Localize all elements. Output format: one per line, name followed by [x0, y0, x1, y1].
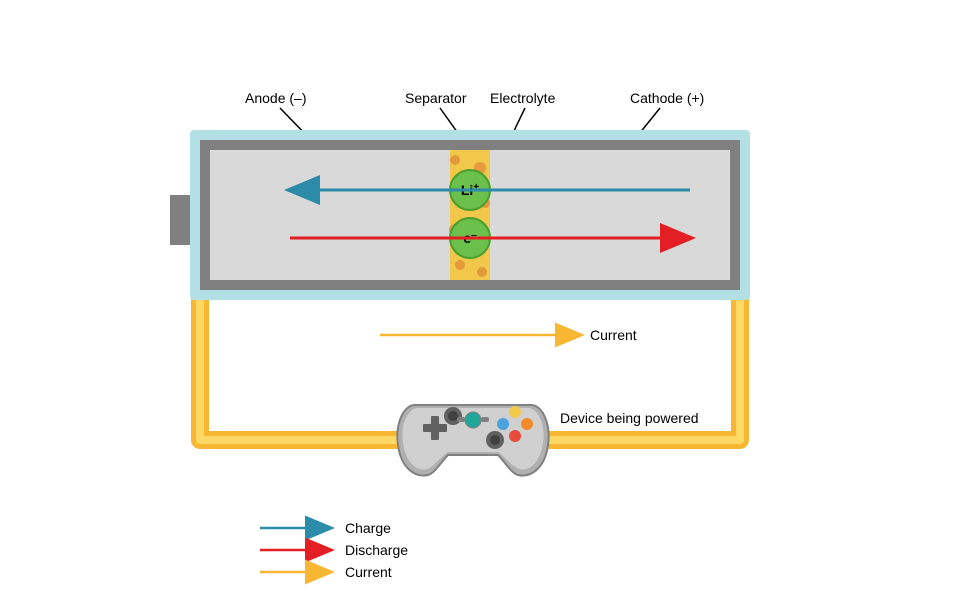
electrolyte-dot [455, 260, 465, 270]
legend-current: Current [345, 564, 392, 580]
game-controller [397, 405, 548, 476]
electrolyte-dot [477, 267, 487, 277]
legend-charge: Charge [345, 520, 391, 536]
legend-discharge: Discharge [345, 542, 408, 558]
battery-diagram: Li+ e– [0, 0, 963, 612]
battery-terminal [170, 195, 192, 245]
electrolyte-dot [450, 155, 460, 165]
